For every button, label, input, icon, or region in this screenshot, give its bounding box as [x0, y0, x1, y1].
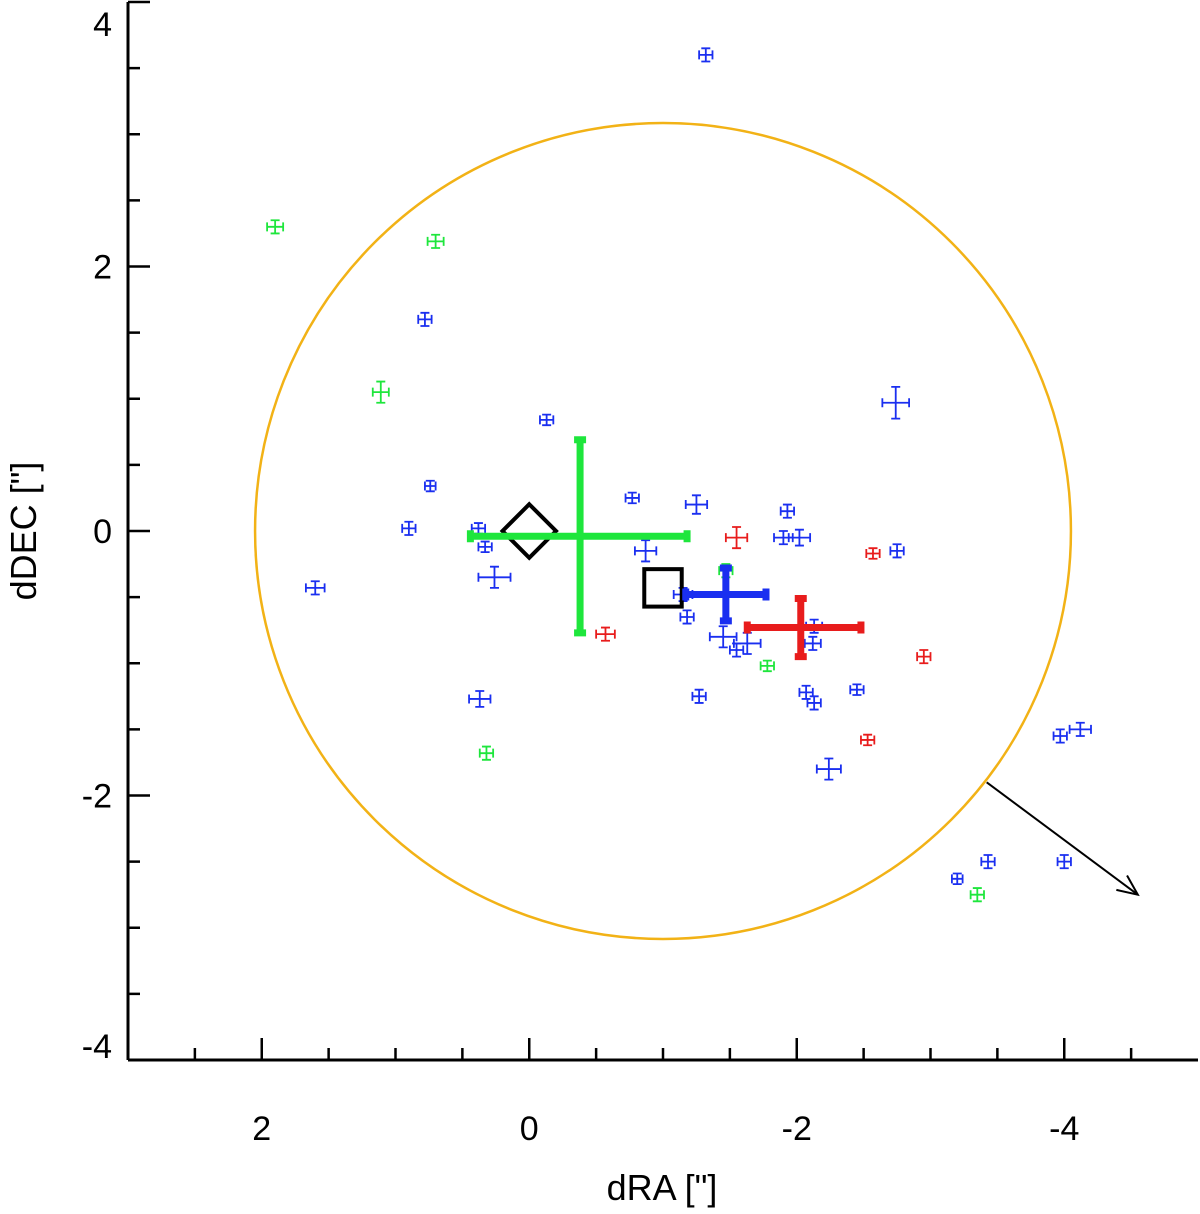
- x-tick-label: 0: [520, 1110, 539, 1148]
- y-axis-label: dDEC ["]: [3, 462, 44, 601]
- y-tick-label: 2: [93, 249, 112, 287]
- data-point: [759, 659, 775, 673]
- data-point: [401, 520, 417, 536]
- y-tick-label: 4: [93, 6, 112, 44]
- plot-area: [253, 47, 1140, 941]
- arrow-shaft: [986, 781, 1139, 896]
- main-point-green: [466, 436, 691, 637]
- x-tick-label: 2: [252, 1110, 271, 1148]
- data-point: [468, 690, 492, 708]
- arrow-head: [1116, 875, 1140, 897]
- y-tick-label: 0: [93, 513, 112, 551]
- data-point: [371, 380, 390, 404]
- data-point: [787, 528, 812, 547]
- series-green: [266, 219, 985, 903]
- data-point: [865, 547, 881, 560]
- data-point: [266, 219, 285, 235]
- data-point: [803, 635, 822, 651]
- data-point: [426, 233, 445, 249]
- data-point: [779, 503, 795, 519]
- x-tick-label: -2: [782, 1110, 812, 1148]
- data-point: [951, 872, 964, 886]
- data-point: [304, 580, 326, 596]
- data-point: [708, 625, 738, 649]
- data-point: [691, 688, 707, 704]
- axes: 2 0 -2 -4 4 2 0 -2 -4: [82, 0, 1198, 1148]
- data-point: [477, 540, 493, 554]
- data-point: [969, 887, 985, 903]
- data-point: [698, 47, 714, 63]
- data-point: [916, 649, 932, 665]
- data-point: [849, 683, 865, 696]
- series-blue: [304, 47, 1092, 886]
- data-point: [860, 733, 876, 747]
- data-point: [1056, 854, 1072, 870]
- x-tick-label: -4: [1049, 1110, 1079, 1148]
- data-point: [417, 311, 433, 327]
- main-point-blue: [682, 564, 770, 625]
- circle-region: [253, 121, 1073, 941]
- data-point: [815, 757, 842, 781]
- y-tick-label: -4: [82, 1028, 112, 1066]
- data-point: [728, 642, 745, 658]
- data-point: [806, 695, 822, 711]
- data-point: [424, 479, 437, 493]
- square-marker: [642, 567, 684, 609]
- data-point: [624, 491, 640, 505]
- data-point: [724, 526, 749, 550]
- main-point-red: [743, 594, 865, 661]
- data-point: [477, 565, 512, 589]
- data-point: [1068, 721, 1092, 737]
- data-point: [1052, 728, 1068, 744]
- data-point: [634, 539, 658, 563]
- data-point: [595, 626, 616, 642]
- data-point: [881, 385, 910, 420]
- data-point: [980, 854, 996, 870]
- data-point: [539, 413, 555, 427]
- y-tick-label: -2: [82, 778, 112, 816]
- data-point: [470, 522, 487, 535]
- data-point: [798, 684, 814, 700]
- x-axis-label: dRA ["]: [607, 1167, 718, 1208]
- data-point: [684, 494, 709, 515]
- diamond-marker: [499, 501, 559, 561]
- data-point: [889, 543, 905, 559]
- series-red: [595, 526, 932, 747]
- data-point: [679, 609, 695, 625]
- motion-arrow: [986, 781, 1140, 897]
- data-point: [478, 745, 495, 761]
